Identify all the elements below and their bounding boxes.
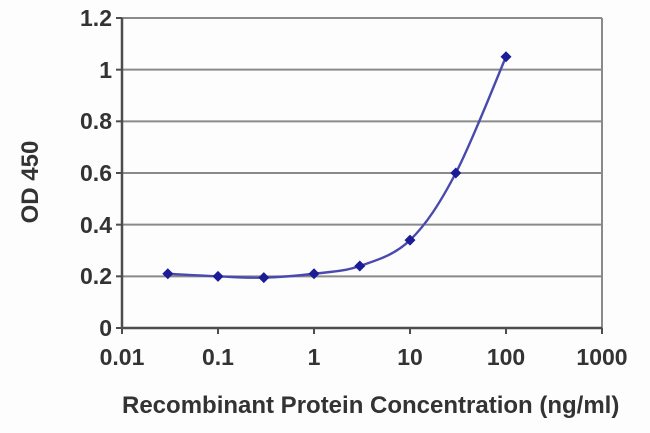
data-point-marker — [450, 167, 462, 179]
data-point-marker — [500, 51, 512, 63]
series-line — [167, 56, 508, 279]
y-tick-label: 0.4 — [80, 211, 112, 238]
x-axis-title: Recombinant Protein Concentration (ng/ml… — [122, 392, 620, 419]
x-tick-label: 1 — [307, 344, 321, 370]
x-tick-label: 1000 — [576, 344, 628, 370]
y-tick-label: 1.2 — [80, 5, 112, 31]
y-tick-label: 0.2 — [80, 263, 112, 290]
x-tick-label: 0.1 — [202, 344, 234, 370]
data-point-marker — [162, 268, 174, 280]
data-point-marker — [308, 268, 320, 280]
data-point-marker — [212, 270, 224, 282]
y-tick-label: 0.8 — [80, 108, 112, 135]
y-tick-label: 1 — [99, 56, 112, 83]
y-tick-label: 0.6 — [80, 160, 112, 186]
x-tick-label: 100 — [486, 344, 526, 370]
data-point-marker — [354, 260, 366, 272]
y-tick-label: 0 — [99, 315, 112, 341]
data-point-marker — [258, 272, 270, 284]
x-tick-label: 0.01 — [99, 344, 145, 370]
data-point-marker — [404, 234, 416, 246]
x-tick-label: 10 — [397, 344, 423, 370]
